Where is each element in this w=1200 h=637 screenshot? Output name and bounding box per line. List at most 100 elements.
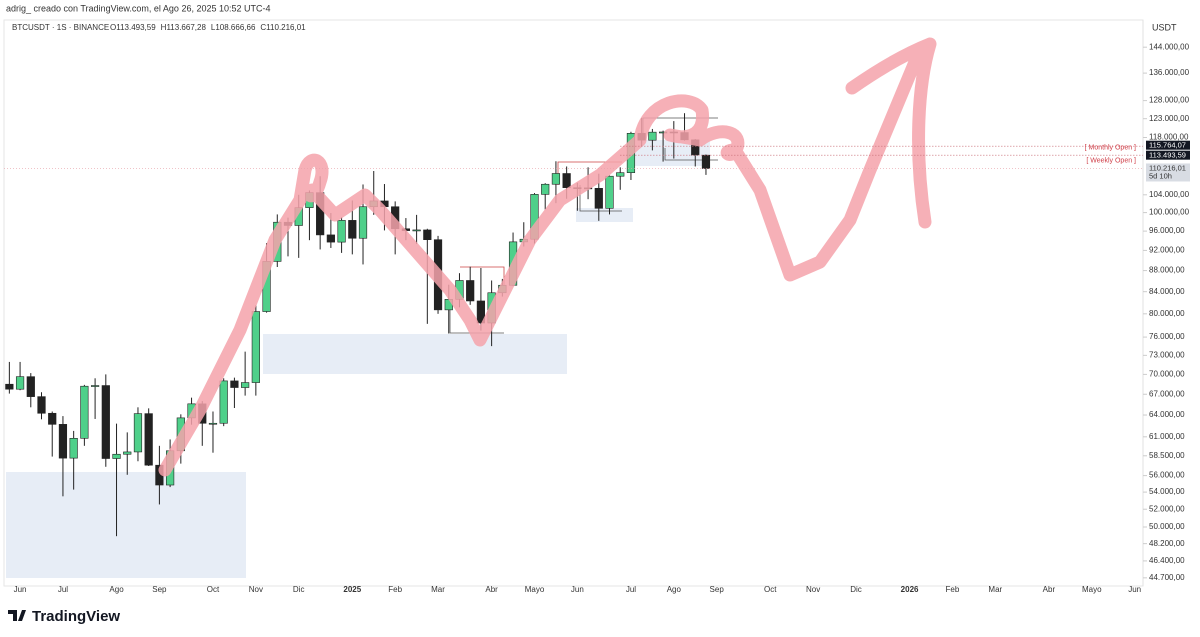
candle-body	[230, 380, 239, 388]
candle-body	[551, 173, 561, 185]
y-tick-label: 76.000,00	[1149, 332, 1185, 341]
candle-body	[358, 206, 368, 239]
y-tick-label: 44.700,00	[1149, 573, 1185, 582]
ohlc-header: O113.493,59 H113.667,28 L108.666,66 C110.21…	[110, 23, 306, 32]
y-tick-label: 56.000,00	[1149, 471, 1185, 480]
candle-body	[80, 385, 89, 439]
price-tag	[1146, 140, 1190, 150]
candle-body	[605, 175, 614, 209]
candle-body	[412, 229, 421, 232]
candle-body	[133, 413, 143, 453]
y-tick-label: 88.000,00	[1149, 266, 1185, 275]
zone	[576, 208, 633, 222]
y-tick-label: 58.500,00	[1149, 451, 1185, 460]
x-tick-label: Dic	[850, 585, 862, 594]
x-tick-label: Jul	[58, 585, 68, 594]
y-tick-label: 64.000,00	[1149, 410, 1185, 419]
x-tick-label: Mayo	[1082, 585, 1102, 594]
candle-body	[90, 385, 100, 387]
hand-drawn-arrow	[158, 37, 937, 477]
candle-body	[219, 380, 228, 424]
candle-body	[326, 234, 335, 243]
x-tick-label: Abr	[1043, 585, 1056, 594]
brand: TradingView	[32, 608, 120, 625]
x-tick-label: Mar	[431, 585, 445, 594]
currency: USDT	[1152, 22, 1177, 32]
logo: TradingView	[8, 608, 120, 625]
candle-body	[348, 220, 357, 239]
y-tick-label: 123.000,00	[1149, 114, 1190, 123]
candle-body	[101, 385, 110, 459]
y-tick-label: 52.000,00	[1149, 504, 1185, 513]
price-tag-label: 115.764,07	[1149, 141, 1186, 150]
candle-body	[616, 172, 625, 177]
zone	[6, 472, 246, 578]
candle-body	[48, 412, 57, 425]
candle-body	[466, 280, 475, 302]
zone	[263, 334, 567, 374]
author-line: adrig_ creado con TradingView.com, el Ag…	[6, 3, 271, 13]
ohlc-value: C110.216,01	[260, 23, 306, 32]
x-tick-label: Sep	[710, 585, 725, 594]
candle-body	[69, 438, 78, 459]
x-tick-label: Oct	[764, 585, 777, 594]
x-tick-label: Nov	[249, 585, 263, 594]
candle-body	[594, 188, 603, 209]
candle-body	[648, 131, 657, 141]
candle-body	[701, 154, 711, 169]
candle-body	[541, 183, 550, 195]
y-tick-label: 80.000,00	[1149, 309, 1185, 318]
price-tag	[1146, 163, 1190, 182]
candle-body	[337, 220, 346, 243]
x-tick-label: 2026	[901, 585, 919, 594]
x-tick-label: Oct	[207, 585, 220, 594]
y-tick-label: 46.400,00	[1149, 556, 1185, 565]
countdown: 5d 10h	[1149, 171, 1172, 180]
y-tick-label: 67.000,00	[1149, 389, 1185, 398]
ohlc-value: L108.666,66	[211, 23, 256, 32]
y-tick-label: 144.000,00	[1149, 42, 1190, 51]
x-tick-label: Mayo	[525, 585, 545, 594]
y-tick-label: 48.200,00	[1149, 539, 1185, 548]
x-tick-label: Sep	[152, 585, 167, 594]
y-tick-label: 118.000,00	[1149, 133, 1189, 142]
x-tick-label: Jun	[1128, 585, 1141, 594]
candle-body	[423, 229, 432, 240]
x-tick-label: Ago	[109, 585, 124, 594]
y-tick-label: 128.000,00	[1149, 96, 1190, 105]
candle-body	[58, 424, 68, 459]
x-tick-label: Jun	[571, 585, 584, 594]
x-tick-label: Feb	[946, 585, 960, 594]
y-tick-label: 96.000,00	[1149, 226, 1185, 235]
x-tick-label: Mar	[988, 585, 1002, 594]
candle-body	[251, 311, 260, 383]
y-tick-label: 104.000,00	[1149, 190, 1190, 199]
x-tick-label: Jun	[14, 585, 27, 594]
x-tick-label: Feb	[388, 585, 402, 594]
candle-body	[241, 382, 250, 388]
price-tag-label: 113.493,59	[1149, 151, 1186, 160]
candle-body	[562, 173, 571, 188]
y-tick-label: 61.000,00	[1149, 432, 1185, 441]
candle-body	[5, 383, 14, 390]
bracket	[664, 148, 718, 161]
y-tick-label: 136.000,00	[1149, 68, 1190, 77]
candle-body	[37, 396, 46, 414]
x-tick-label: Dic	[293, 585, 305, 594]
x-tick-label: Abr	[485, 585, 498, 594]
x-tick-label: Jul	[626, 585, 636, 594]
y-tick-label: 50.000,00	[1149, 522, 1185, 531]
ohlc-value: O113.493,59	[110, 23, 156, 32]
symbol-title: BTCUSDT · 1S · BINANCE	[12, 23, 109, 32]
price-line-name: [ Monthly Open ]	[1085, 145, 1136, 152]
price-tag	[1146, 150, 1190, 160]
candle-body	[15, 376, 25, 390]
candle-body	[208, 422, 218, 425]
y-tick-label: 84.000,00	[1149, 287, 1185, 296]
ohlc-value: H113.667,28	[161, 23, 207, 32]
price-line-name: [ Weekly Open ]	[1086, 158, 1136, 165]
x-tick-label: Nov	[806, 585, 820, 594]
candle-body	[112, 453, 121, 459]
logo-mark	[8, 610, 26, 621]
